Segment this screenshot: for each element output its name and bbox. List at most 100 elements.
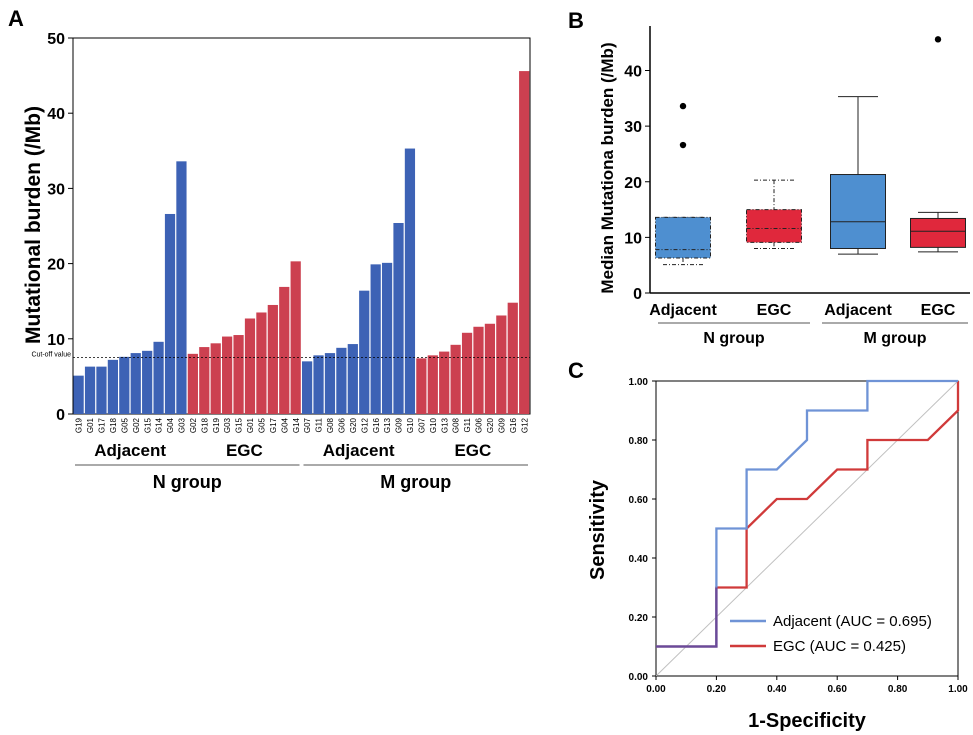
group-label: EGC: [226, 441, 263, 460]
x-tick-label: G02: [189, 417, 198, 433]
x-tick-label: G10: [429, 417, 438, 433]
x-tick-label: G06: [337, 417, 346, 433]
bar: [244, 318, 256, 414]
y-tick-label: 20: [624, 175, 642, 192]
category-label: Adjacent: [824, 302, 892, 319]
x-tick-label: 0.00: [646, 684, 666, 695]
panel-c-plot-frame: [655, 380, 959, 677]
bar: [130, 353, 141, 414]
bar: [347, 344, 358, 414]
bar: [96, 366, 107, 414]
bar: [427, 355, 438, 414]
x-tick-label: G11: [315, 417, 324, 432]
x-tick-label: 0.60: [827, 684, 847, 695]
x-tick-label: G13: [440, 417, 449, 433]
bar: [73, 375, 84, 414]
super-group-label: M group: [863, 330, 926, 347]
group-label: EGC: [454, 441, 491, 460]
y-tick-label: 0.80: [629, 436, 649, 447]
bar: [416, 358, 427, 414]
bar: [164, 213, 176, 414]
bar: [461, 332, 473, 414]
x-tick-label: G09: [395, 417, 404, 433]
x-tick-label: G18: [200, 417, 209, 433]
x-tick-label: G17: [269, 417, 278, 433]
category-label: EGC: [921, 302, 956, 319]
x-tick-label: G08: [326, 417, 335, 433]
super-group-label: N group: [153, 472, 222, 492]
bar: [484, 323, 496, 414]
x-tick-label: G01: [246, 417, 255, 433]
x-tick-label: G12: [520, 417, 529, 433]
panel-a-plot-frame: [72, 37, 531, 415]
x-tick-label: G05: [120, 417, 129, 433]
group-label: Adjacent: [323, 441, 395, 460]
bar: [313, 355, 324, 414]
group-label: Adjacent: [94, 441, 166, 460]
panel-b: B Median Mutationa burden (/Mb) 0 10 20 30 4…: [568, 8, 970, 347]
super-group-label: M group: [380, 472, 451, 492]
x-tick-label: G06: [475, 417, 484, 433]
bar: [496, 315, 507, 414]
bar: [290, 261, 301, 414]
reference-diagonal: [655, 380, 959, 677]
x-tick-label: G05: [258, 417, 267, 433]
y-tick-label: 0.00: [629, 672, 649, 683]
x-tick-label: G14: [155, 417, 164, 433]
y-tick-label: 0.60: [629, 495, 649, 506]
y-tick-label: 30: [624, 119, 642, 136]
x-tick-label: G12: [360, 417, 369, 433]
category-label: EGC: [757, 302, 792, 319]
bar: [256, 312, 267, 414]
x-tick-label: 0.40: [767, 684, 787, 695]
x-tick-label: G01: [86, 417, 95, 433]
x-tick-label: G20: [486, 417, 495, 433]
x-tick-label: G18: [109, 417, 118, 433]
outlier-point: [934, 36, 942, 43]
y-tick-label: 30: [47, 181, 65, 198]
box: [830, 174, 886, 249]
x-tick-label: G04: [166, 417, 175, 433]
x-tick-label: G07: [417, 417, 426, 433]
category-label: Adjacent: [649, 302, 717, 319]
y-tick-label: 0.20: [629, 613, 649, 624]
bar: [187, 353, 198, 414]
x-tick-label: G11: [463, 417, 472, 432]
x-tick-label: G03: [178, 417, 187, 433]
bar: [507, 302, 518, 414]
x-tick-label: G16: [372, 417, 381, 433]
y-tick-label: 10: [47, 332, 65, 349]
super-group-label: N group: [703, 330, 765, 347]
x-tick-label: G19: [75, 417, 84, 433]
bar: [84, 366, 96, 414]
bar: [153, 341, 164, 414]
x-tick-label: G15: [143, 417, 152, 433]
y-tick-label: 10: [624, 230, 642, 247]
panel-c-y-axis-label: Sensitivity: [587, 479, 609, 580]
bar: [210, 343, 221, 414]
x-tick-label: 1.00: [948, 684, 968, 695]
panel-b-label: B: [568, 8, 584, 33]
bar: [302, 361, 313, 414]
box: [655, 216, 711, 259]
bar: [370, 264, 381, 414]
panel-b-y-axis-label: Median Mutationa burden (/Mb): [598, 42, 617, 293]
x-tick-label: G04: [280, 417, 289, 433]
y-tick-label: 20: [47, 257, 65, 274]
bar: [359, 290, 370, 414]
y-tick-label: 50: [47, 31, 65, 48]
x-tick-label: G07: [303, 417, 312, 433]
x-tick-label: G08: [452, 417, 461, 433]
roc-curve-line: [656, 379, 958, 648]
bar: [519, 71, 530, 414]
panel-a-y-axis-label: Mutational burden (/Mb): [22, 106, 45, 344]
y-tick-label: 40: [47, 106, 65, 123]
bar: [393, 222, 404, 414]
bar: [233, 335, 244, 414]
x-tick-label: G03: [223, 417, 232, 433]
bar: [439, 351, 450, 414]
x-tick-label: G20: [349, 417, 358, 433]
panel-c-plot-area: 0.000.00 0.20 0.20 0.40 0.40 0.60 0.60 0.80 0.80…: [629, 377, 969, 695]
legend-label: EGC (AUC = 0.425): [773, 638, 906, 655]
